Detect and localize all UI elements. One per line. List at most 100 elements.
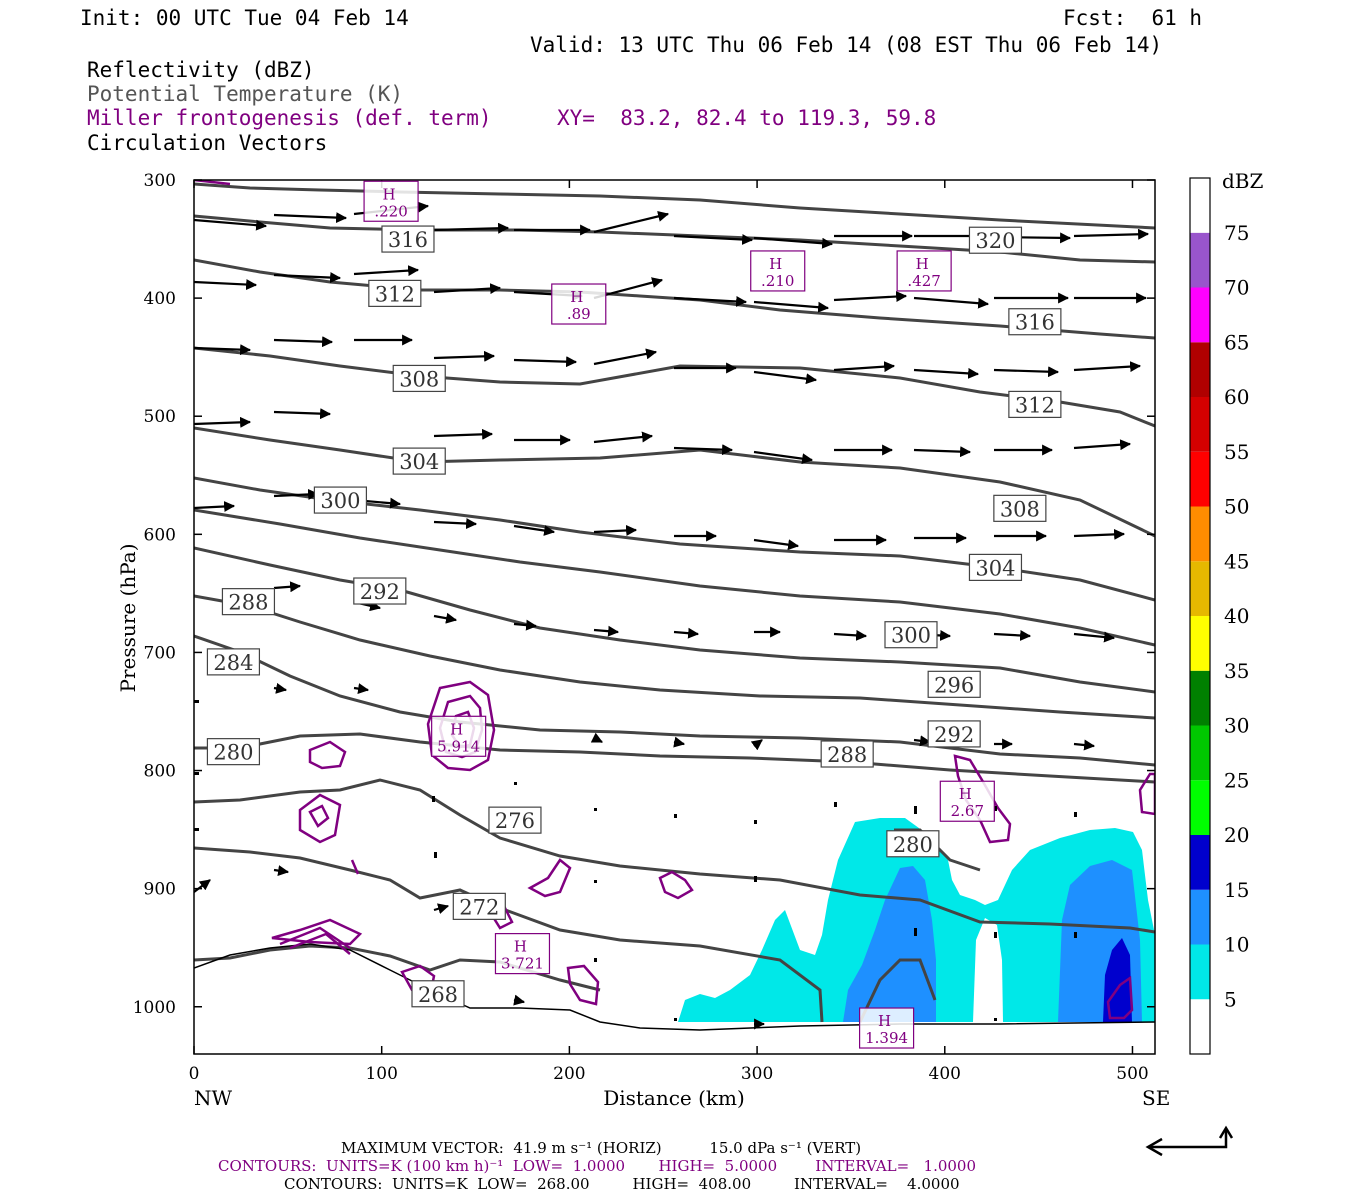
fronto-max-label: H1.394 <box>858 1007 915 1049</box>
reflectivity-colorbar: 5 10 15 20 25 30 35 40 45 50 55 60 65 70 75 <box>1189 177 1249 1055</box>
fronto-max-label: H3.721 <box>494 933 551 975</box>
theta-label-text: 268 <box>418 983 458 1007</box>
colorbar-level-label: 5 <box>1224 987 1237 1011</box>
fronto-max-symbol: H <box>959 785 972 803</box>
fronto-max-symbol: H <box>769 255 782 273</box>
colorbar-level-label: 60 <box>1224 385 1249 409</box>
colorbar-level-label: 40 <box>1224 604 1249 628</box>
colorbar-level-label: 65 <box>1224 330 1249 354</box>
colorbar-segment <box>1190 944 1210 1000</box>
reflectivity-10dbz <box>843 866 936 1022</box>
theta-label-text: 288 <box>827 743 867 767</box>
reflectivity-shading <box>678 818 1155 1022</box>
fronto-max-symbol: H <box>878 1012 891 1030</box>
colorbar-level-label: 15 <box>1224 878 1249 902</box>
nw-end-label: NW <box>194 1086 233 1110</box>
theta-label: 312 <box>1008 390 1062 419</box>
fronto-max-label: H.220 <box>363 180 419 222</box>
theta-label: 296 <box>927 670 981 698</box>
theta-label: 284 <box>206 648 261 676</box>
theta-label-text: 304 <box>975 556 1015 580</box>
theta-label: 300 <box>884 621 938 649</box>
plot-frame <box>193 179 1156 1055</box>
colorbar-level-label: 55 <box>1224 440 1249 464</box>
colorbar-segment <box>1190 506 1210 562</box>
colorbar-segment <box>1190 670 1210 726</box>
frontogenesis-contour-info: CONTOURS: UNITS=K (100 km h)⁻¹ LOW= 1.00… <box>218 1157 977 1175</box>
y-tick-label: 900 <box>144 880 176 900</box>
theta-label: 276 <box>488 806 542 834</box>
fronto-max-value: 3.721 <box>501 955 544 973</box>
theta-label-text: 320 <box>975 229 1015 253</box>
fronto-max-value: .89 <box>567 305 591 323</box>
x-tick-label: 500 <box>1116 1064 1148 1084</box>
colorbar-segment <box>1190 451 1210 507</box>
colorbar-segment <box>1190 835 1210 890</box>
reference-vector-icon <box>1145 1125 1234 1157</box>
theta-label-text: 300 <box>891 624 931 648</box>
x-tick-label: 200 <box>553 1064 585 1084</box>
fronto-max-value: .210 <box>761 272 794 290</box>
theta-label-text: 300 <box>320 489 360 513</box>
theta-label-text: 272 <box>459 895 499 919</box>
fronto-max-label: H5.914 <box>431 715 487 757</box>
colorbar-frame <box>1189 177 1211 1055</box>
theta-label-text: 292 <box>934 723 974 747</box>
theta-label: 316 <box>1008 308 1062 336</box>
fronto-max-value: 5.914 <box>437 737 480 755</box>
theta-label: 312 <box>368 279 422 307</box>
colorbar-segment <box>1190 725 1210 781</box>
fronto-max-symbol: H <box>450 720 463 738</box>
theta-label: 304 <box>392 447 446 475</box>
reflectivity-gap <box>973 918 1003 1022</box>
theta-label: 320 <box>968 226 1023 254</box>
colorbar-segment <box>1190 287 1210 343</box>
colorbar-segment <box>1190 232 1210 288</box>
theta-label-text: 312 <box>1015 393 1055 417</box>
theta-label: 304 <box>968 553 1023 581</box>
fronto-max-label: H.210 <box>750 250 806 292</box>
colorbar-segment <box>1190 178 1210 233</box>
fronto-max-value: .220 <box>374 202 407 220</box>
theta-label-text: 280 <box>893 833 933 857</box>
theta-label: 308 <box>993 494 1047 522</box>
cross-section-endpoints: XY= 83.2, 82.4 to 119.3, 59.8 <box>557 106 937 130</box>
y-tick-label: 500 <box>144 407 176 427</box>
theta-label-text: 304 <box>399 450 439 474</box>
colorbar-level-label: 10 <box>1224 933 1249 957</box>
y-tick-label: 1000 <box>133 998 176 1018</box>
theta-label-text: 280 <box>213 741 253 765</box>
colorbar-segment <box>1190 780 1210 835</box>
weak-vectors <box>194 700 1077 1021</box>
y-tick-label: 300 <box>144 171 176 191</box>
fronto-max-value: .427 <box>907 272 940 290</box>
colorbar-segment <box>1190 616 1210 671</box>
fronto-max-symbol: H <box>570 288 583 306</box>
y-tick-label: 600 <box>144 525 176 545</box>
colorbar-level-label: 35 <box>1224 659 1249 683</box>
fronto-max-symbol: H <box>383 185 396 203</box>
reflectivity-15dbz <box>1103 938 1132 1022</box>
colorbar-segment <box>1190 889 1210 945</box>
field-reflectivity: Reflectivity (dBZ) <box>87 58 315 82</box>
x-tick-label: 100 <box>365 1064 397 1084</box>
field-circulation-vectors: Circulation Vectors <box>87 131 328 155</box>
theta-contour-labels: 316 312 308 304 300 292 288 284 280 276 272 268 320 3… <box>206 225 1062 1008</box>
colorbar-level-label: 30 <box>1224 714 1249 738</box>
y-tick-label: 700 <box>144 643 176 663</box>
fronto-max-label: H2.67 <box>939 780 995 822</box>
theta-label-text: 308 <box>1000 497 1040 521</box>
x-tick-label: 300 <box>741 1064 773 1084</box>
colorbar-segment <box>1190 561 1210 616</box>
fronto-max-label: H.427 <box>896 250 952 292</box>
max-vector-info: MAXIMUM VECTOR: 41.9 m s⁻¹ (HORIZ) 15.0 … <box>341 1139 862 1157</box>
fronto-max-symbol: H <box>514 938 527 956</box>
theta-label: 292 <box>353 577 407 605</box>
x-tick-label: 400 <box>929 1064 961 1084</box>
theta-label: 280 <box>886 830 940 858</box>
theta-contour-info: CONTOURS: UNITS=K LOW= 268.00 HIGH= 408.… <box>284 1175 960 1193</box>
init-time: Init: 00 UTC Tue 04 Feb 14 <box>80 6 409 30</box>
colorbar-level-label: 25 <box>1224 768 1249 792</box>
colorbar-level-label: 75 <box>1224 221 1249 245</box>
y-axis-ticks: 300 400 500 600 700 800 900 1000 <box>133 171 1155 1018</box>
